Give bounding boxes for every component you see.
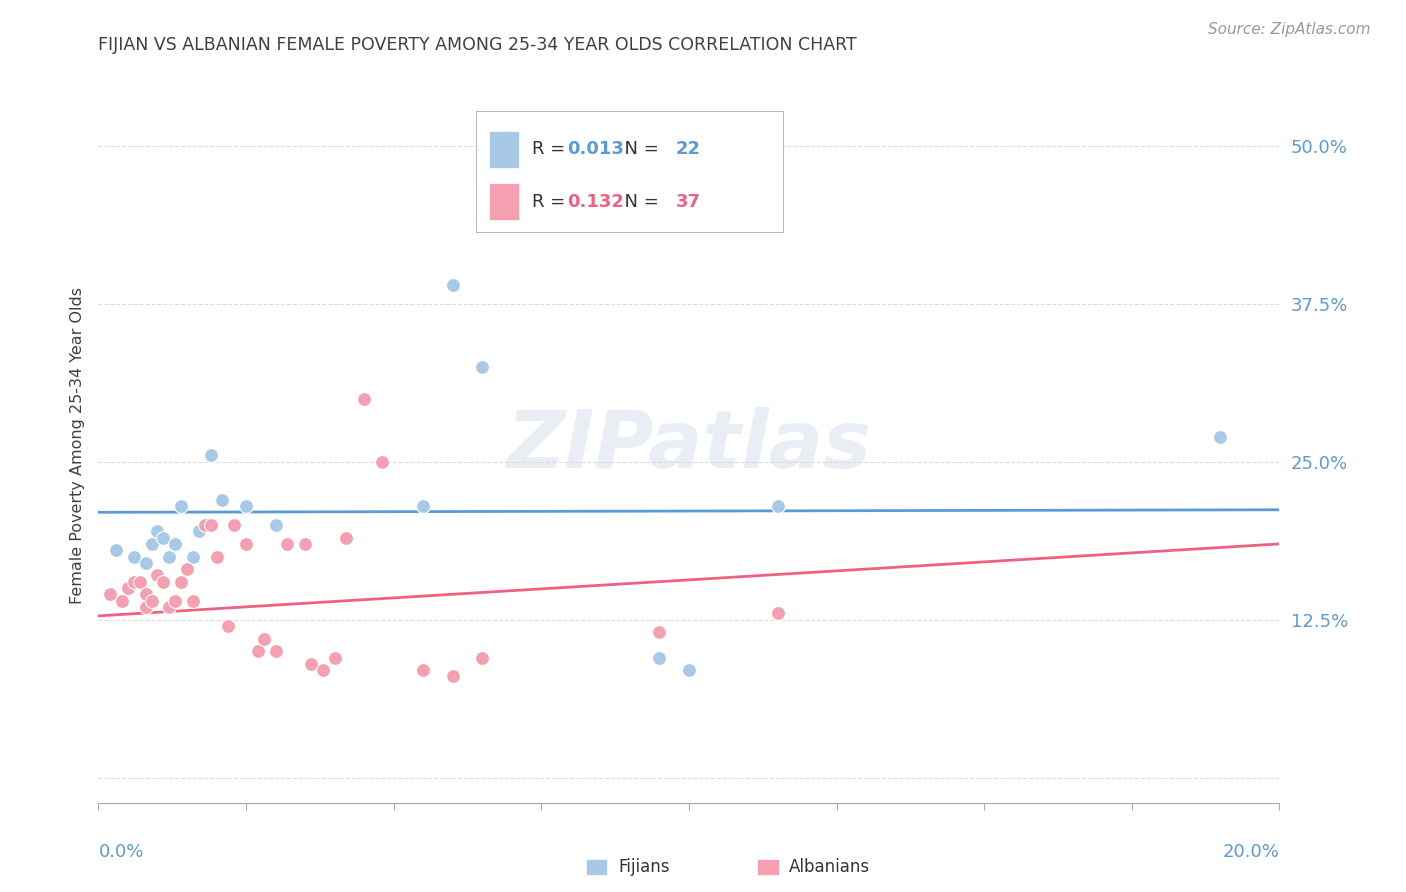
FancyBboxPatch shape bbox=[758, 859, 779, 875]
Text: 0.0%: 0.0% bbox=[98, 843, 143, 861]
Point bbox=[766, 499, 789, 513]
Point bbox=[312, 663, 335, 677]
Point bbox=[128, 574, 150, 589]
Point bbox=[117, 581, 139, 595]
Point bbox=[294, 537, 316, 551]
Point bbox=[253, 632, 276, 646]
Text: FIJIAN VS ALBANIAN FEMALE POVERTY AMONG 25-34 YEAR OLDS CORRELATION CHART: FIJIAN VS ALBANIAN FEMALE POVERTY AMONG … bbox=[98, 36, 858, 54]
Point bbox=[217, 619, 239, 633]
Text: Fijians: Fijians bbox=[619, 858, 669, 876]
Text: Albanians: Albanians bbox=[789, 858, 870, 876]
Point bbox=[200, 449, 222, 463]
Point bbox=[170, 574, 193, 589]
Point bbox=[471, 360, 494, 375]
Point bbox=[135, 556, 157, 570]
Point bbox=[471, 650, 494, 665]
Point bbox=[181, 593, 204, 607]
Point bbox=[135, 600, 157, 615]
Point bbox=[678, 663, 700, 677]
Point bbox=[353, 392, 375, 406]
Point bbox=[264, 517, 287, 532]
Point bbox=[412, 663, 434, 677]
Point bbox=[98, 587, 121, 601]
Point bbox=[146, 524, 169, 539]
Point bbox=[1209, 429, 1232, 443]
Point bbox=[766, 607, 789, 621]
Point bbox=[412, 499, 434, 513]
FancyBboxPatch shape bbox=[586, 859, 607, 875]
Point bbox=[205, 549, 228, 564]
Point bbox=[194, 517, 217, 532]
Point bbox=[170, 499, 193, 513]
Text: 20.0%: 20.0% bbox=[1223, 843, 1279, 861]
Text: ZIPatlas: ZIPatlas bbox=[506, 407, 872, 485]
Point bbox=[122, 549, 145, 564]
Point bbox=[165, 593, 187, 607]
Point bbox=[335, 531, 357, 545]
Point bbox=[165, 537, 187, 551]
Point bbox=[299, 657, 322, 671]
Point bbox=[181, 549, 204, 564]
Point bbox=[648, 650, 671, 665]
Point bbox=[235, 537, 257, 551]
Point bbox=[246, 644, 269, 658]
Point bbox=[146, 568, 169, 582]
Point bbox=[200, 517, 222, 532]
Point bbox=[211, 492, 233, 507]
Point bbox=[648, 625, 671, 640]
Point bbox=[152, 531, 174, 545]
Text: Source: ZipAtlas.com: Source: ZipAtlas.com bbox=[1208, 22, 1371, 37]
Point bbox=[264, 644, 287, 658]
Point bbox=[141, 593, 163, 607]
Point bbox=[441, 669, 464, 683]
Point bbox=[122, 574, 145, 589]
Point bbox=[157, 600, 180, 615]
Point bbox=[105, 543, 128, 558]
Point bbox=[176, 562, 198, 576]
Y-axis label: Female Poverty Among 25-34 Year Olds: Female Poverty Among 25-34 Year Olds bbox=[69, 287, 84, 605]
Point bbox=[135, 587, 157, 601]
Point bbox=[111, 593, 134, 607]
Point bbox=[441, 277, 464, 292]
Point bbox=[157, 549, 180, 564]
Point bbox=[371, 455, 394, 469]
Point bbox=[141, 537, 163, 551]
Point bbox=[152, 574, 174, 589]
Point bbox=[224, 517, 246, 532]
Point bbox=[276, 537, 298, 551]
Point bbox=[323, 650, 346, 665]
Point bbox=[187, 524, 209, 539]
Point bbox=[235, 499, 257, 513]
